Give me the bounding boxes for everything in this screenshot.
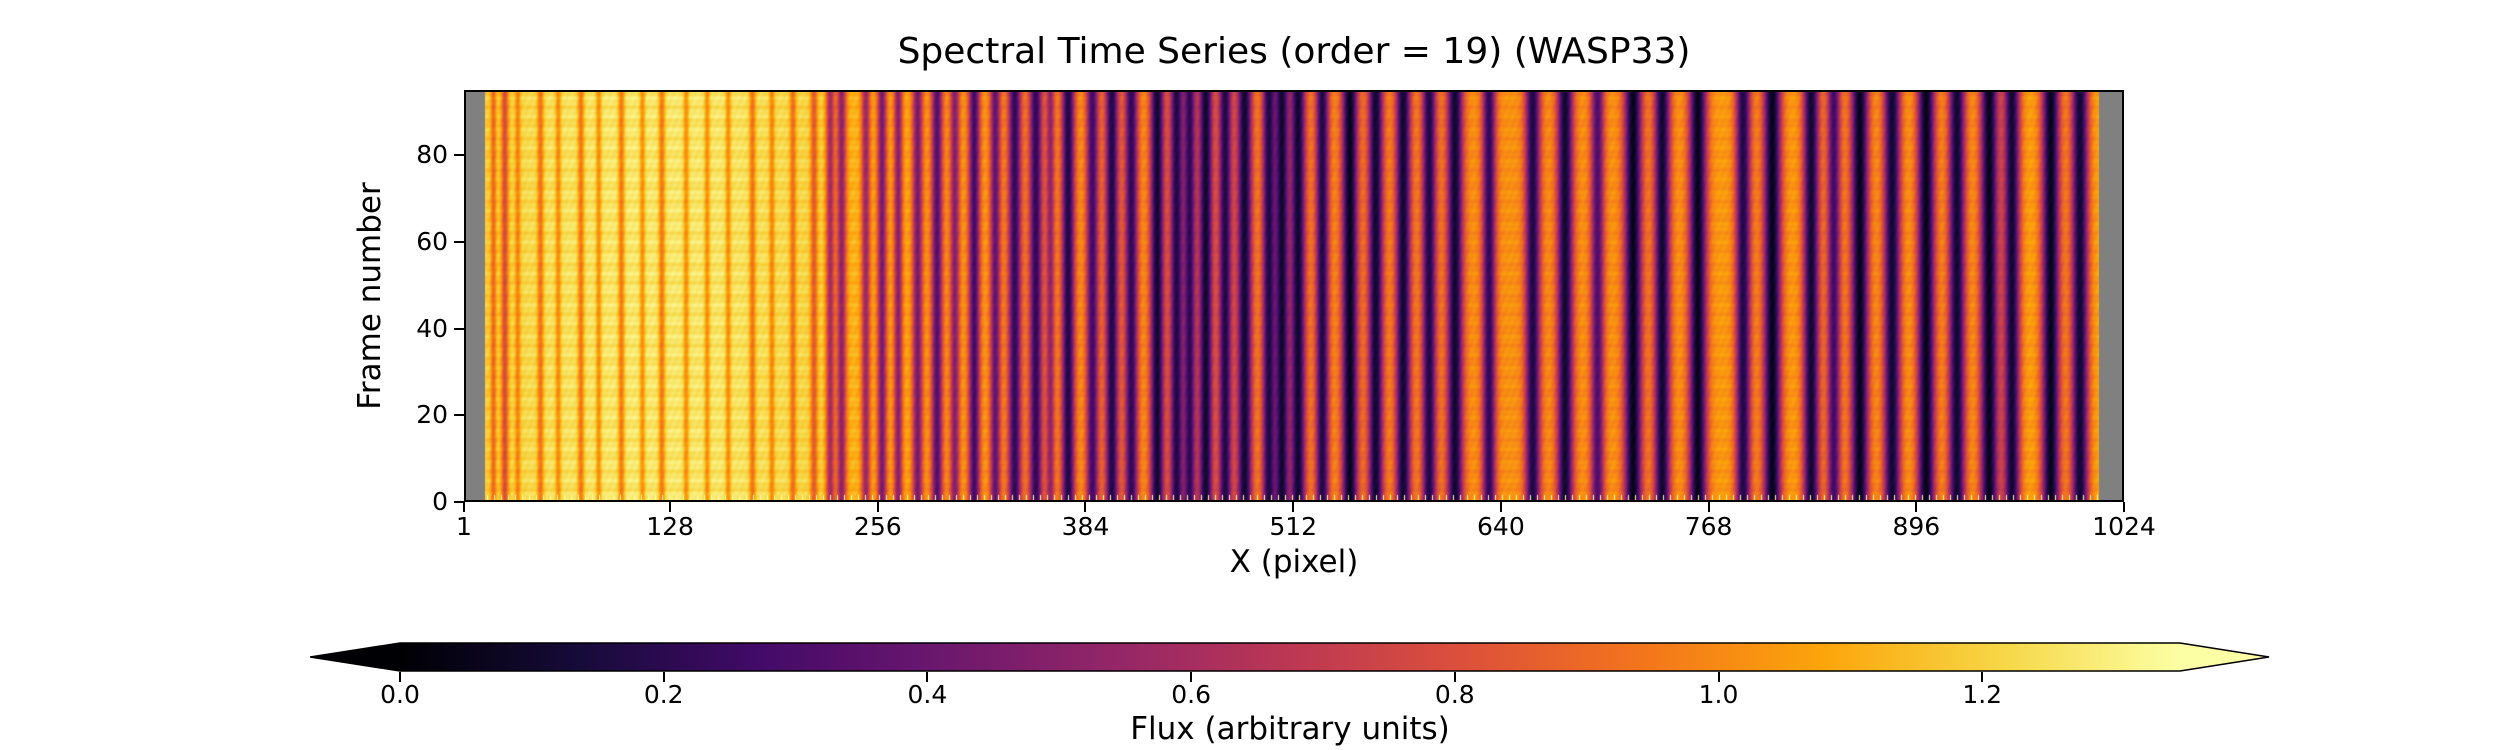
x-tick-mark (669, 502, 672, 512)
colorbar-tick-label: 0.2 (643, 680, 684, 709)
x-tick-mark (1084, 502, 1087, 512)
x-tick-label: 1 (456, 512, 472, 541)
chart-title: Spectral Time Series (order = 19) (WASP3… (897, 31, 1691, 72)
heatmap-plot-area (464, 90, 2124, 502)
colorbar-tick-mark (1190, 672, 1193, 682)
colorbar-tick-mark (662, 672, 665, 682)
colorbar (310, 642, 2270, 672)
x-tick-label: 384 (1061, 512, 1110, 541)
colorbar-extend-high (2180, 643, 2269, 671)
x-axis-label: X (pixel) (1229, 544, 1359, 580)
y-tick-label: 20 (416, 400, 448, 430)
y-tick-label: 80 (416, 140, 448, 170)
colorbar-tick-mark (926, 672, 929, 682)
colorbar-tick-label: 1.0 (1698, 680, 1739, 709)
x-tick-label: 512 (1269, 512, 1318, 541)
colorbar-outline (310, 642, 2270, 672)
x-tick-label: 896 (1892, 512, 1941, 541)
x-tick-label: 1024 (2092, 512, 2156, 541)
y-axis-label: Frame number (352, 182, 388, 410)
x-tick-mark (1707, 502, 1710, 512)
x-tick-mark (1292, 502, 1295, 512)
colorbar-tick-label: 0.6 (1171, 680, 1211, 709)
colorbar-tick-mark (1717, 672, 1720, 682)
y-tick-label: 40 (416, 313, 448, 343)
x-tick-mark (876, 502, 879, 512)
colorbar-tick-mark (399, 672, 401, 682)
colorbar-tick-label: 0.4 (907, 680, 948, 709)
x-tick-mark (1915, 502, 1918, 512)
y-tick-mark (454, 240, 464, 243)
y-tick-label: 60 (416, 226, 448, 256)
colorbar-tick-label: 0.0 (380, 680, 420, 709)
x-tick-mark (463, 502, 465, 512)
x-tick-mark (2123, 502, 2125, 512)
x-tick-label: 128 (646, 512, 694, 541)
x-tick-label: 640 (1477, 512, 1525, 541)
y-tick-mark (454, 501, 464, 503)
y-tick-mark (454, 154, 464, 157)
colorbar-tick-label: 0.8 (1434, 680, 1475, 709)
x-tick-label: 768 (1684, 512, 1733, 541)
colorbar-tick-mark (1981, 672, 1984, 682)
x-tick-label: 256 (853, 512, 902, 541)
spectral-heatmap (466, 92, 2122, 500)
y-tick-mark (454, 327, 464, 330)
colorbar-gradient (400, 643, 2180, 671)
colorbar-tick-label: 1.2 (1962, 680, 2003, 709)
colorbar-label: Flux (arbitrary units) (1130, 711, 1450, 747)
x-tick-mark (1499, 502, 1502, 512)
colorbar-tick-mark (1453, 672, 1456, 682)
y-tick-label: 0 (432, 487, 448, 516)
colorbar-extend-low (310, 643, 400, 671)
y-tick-mark (454, 414, 464, 417)
